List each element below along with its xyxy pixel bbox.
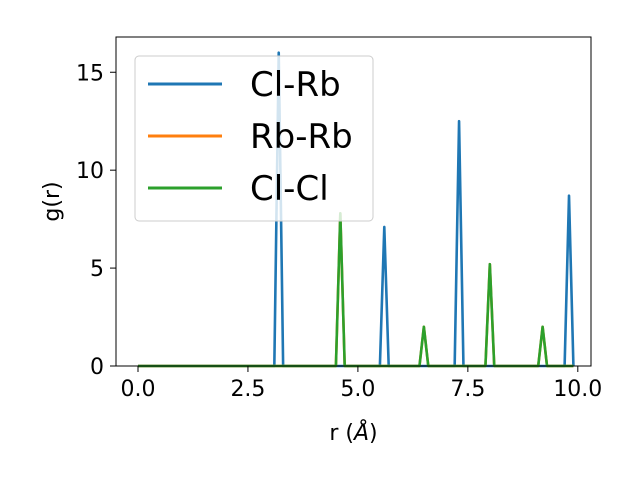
y-axis-ticks: 0 5 10 15: [76, 61, 116, 380]
y-tick-label: 0: [90, 355, 104, 380]
x-axis-ticks: 0.0 2.5 5.0 7.5 10.0: [120, 366, 602, 402]
legend-label: Cl-Rb: [250, 65, 341, 105]
x-tick-label: 7.5: [450, 377, 485, 402]
y-axis-label: g(r): [40, 181, 65, 221]
plot-area: [115, 36, 592, 368]
axes-frame: [115, 36, 592, 367]
x-tick-label: 5.0: [340, 377, 375, 402]
legend-label: Rb-Rb: [250, 117, 353, 157]
y-tick-label: 10: [76, 159, 104, 184]
x-tick-label: 10.0: [553, 377, 602, 402]
legend-box: [134, 55, 374, 222]
x-tick-label: 0.0: [120, 377, 155, 402]
y-tick-label: 5: [90, 257, 104, 282]
y-tick-label: 15: [76, 61, 104, 86]
legend: Cl-Rb Rb-Rb Cl-Cl: [134, 55, 374, 222]
legend-label: Cl-Cl: [250, 169, 329, 209]
x-tick-label: 2.5: [230, 377, 265, 402]
x-axis-label: r (Å): [329, 419, 377, 446]
